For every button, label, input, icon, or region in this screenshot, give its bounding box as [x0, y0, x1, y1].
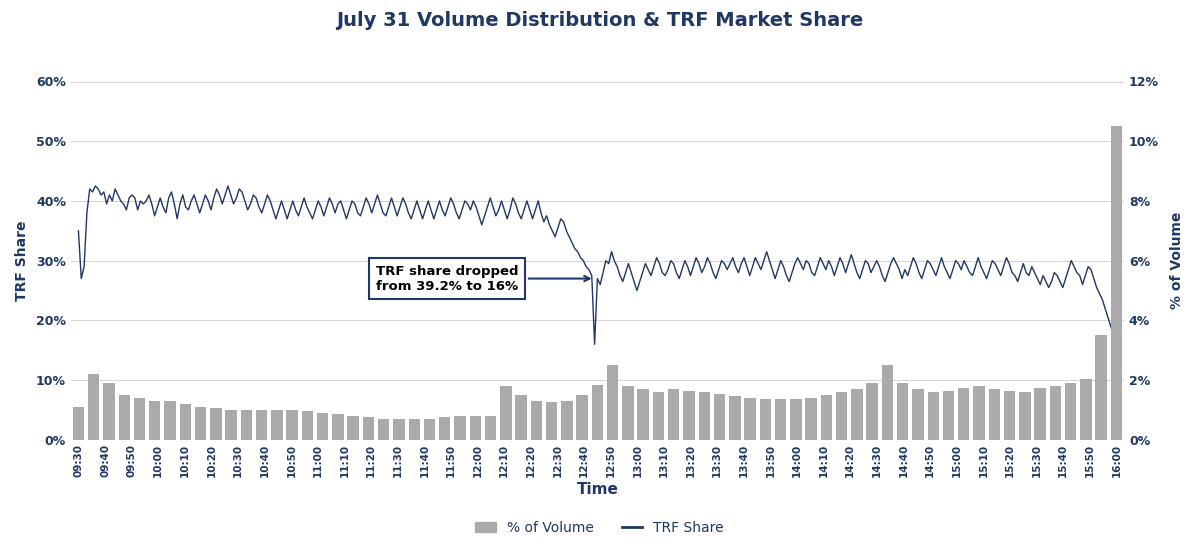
Bar — [1065, 383, 1077, 440]
Bar — [287, 410, 297, 440]
Bar — [119, 395, 129, 440]
Bar — [302, 411, 313, 440]
Bar — [516, 395, 526, 440]
Bar — [546, 403, 558, 440]
Bar — [668, 389, 680, 440]
Bar — [912, 389, 923, 440]
Bar — [423, 419, 435, 440]
Bar — [149, 401, 161, 440]
Bar — [271, 410, 283, 440]
Bar — [591, 384, 603, 440]
Text: July 31 Volume Distribution & TRF Market Share: July 31 Volume Distribution & TRF Market… — [336, 11, 863, 30]
Bar — [88, 374, 100, 440]
Bar — [806, 398, 817, 440]
Legend: % of Volume, TRF Share: % of Volume, TRF Share — [469, 515, 730, 540]
Bar — [638, 389, 649, 440]
Bar — [1019, 392, 1030, 440]
Bar — [103, 383, 115, 440]
Bar — [607, 365, 619, 440]
Bar — [484, 416, 496, 440]
Bar — [180, 404, 191, 440]
X-axis label: Time: Time — [577, 481, 619, 497]
Bar — [531, 401, 542, 440]
Bar — [820, 395, 832, 440]
Bar — [134, 398, 145, 440]
Bar — [1004, 390, 1016, 440]
Bar — [255, 410, 267, 440]
Bar — [836, 392, 848, 440]
Bar — [561, 401, 573, 440]
Bar — [454, 416, 465, 440]
Bar — [1080, 378, 1091, 440]
Bar — [317, 413, 329, 440]
Bar — [210, 409, 222, 440]
Bar — [683, 390, 694, 440]
Bar — [348, 416, 359, 440]
Y-axis label: % of Volume: % of Volume — [1170, 212, 1183, 309]
Bar — [332, 414, 344, 440]
Bar — [1035, 388, 1046, 440]
Bar — [897, 383, 909, 440]
Bar — [713, 393, 725, 440]
Bar — [225, 410, 237, 440]
Bar — [974, 386, 984, 440]
Bar — [745, 398, 755, 440]
Bar — [393, 419, 405, 440]
Bar — [851, 389, 862, 440]
Bar — [652, 392, 664, 440]
Bar — [928, 392, 939, 440]
Bar — [470, 416, 481, 440]
Bar — [378, 419, 390, 440]
Y-axis label: TRF Share: TRF Share — [16, 221, 29, 301]
Bar — [363, 417, 374, 440]
Bar — [867, 383, 878, 440]
Bar — [500, 386, 512, 440]
Text: TRF share dropped
from 39.2% to 16%: TRF share dropped from 39.2% to 16% — [376, 265, 590, 293]
Bar — [790, 399, 802, 440]
Bar — [699, 392, 710, 440]
Bar — [622, 386, 633, 440]
Bar — [942, 390, 954, 440]
Bar — [1110, 126, 1122, 440]
Bar — [1049, 386, 1061, 440]
Bar — [760, 399, 771, 440]
Bar — [1096, 336, 1107, 440]
Bar — [241, 410, 252, 440]
Bar — [577, 395, 588, 440]
Bar — [439, 417, 451, 440]
Bar — [73, 407, 84, 440]
Bar — [729, 397, 741, 440]
Bar — [164, 401, 176, 440]
Bar — [958, 388, 970, 440]
Bar — [409, 419, 420, 440]
Bar — [194, 407, 206, 440]
Bar — [775, 399, 787, 440]
Bar — [881, 365, 893, 440]
Bar — [988, 389, 1000, 440]
